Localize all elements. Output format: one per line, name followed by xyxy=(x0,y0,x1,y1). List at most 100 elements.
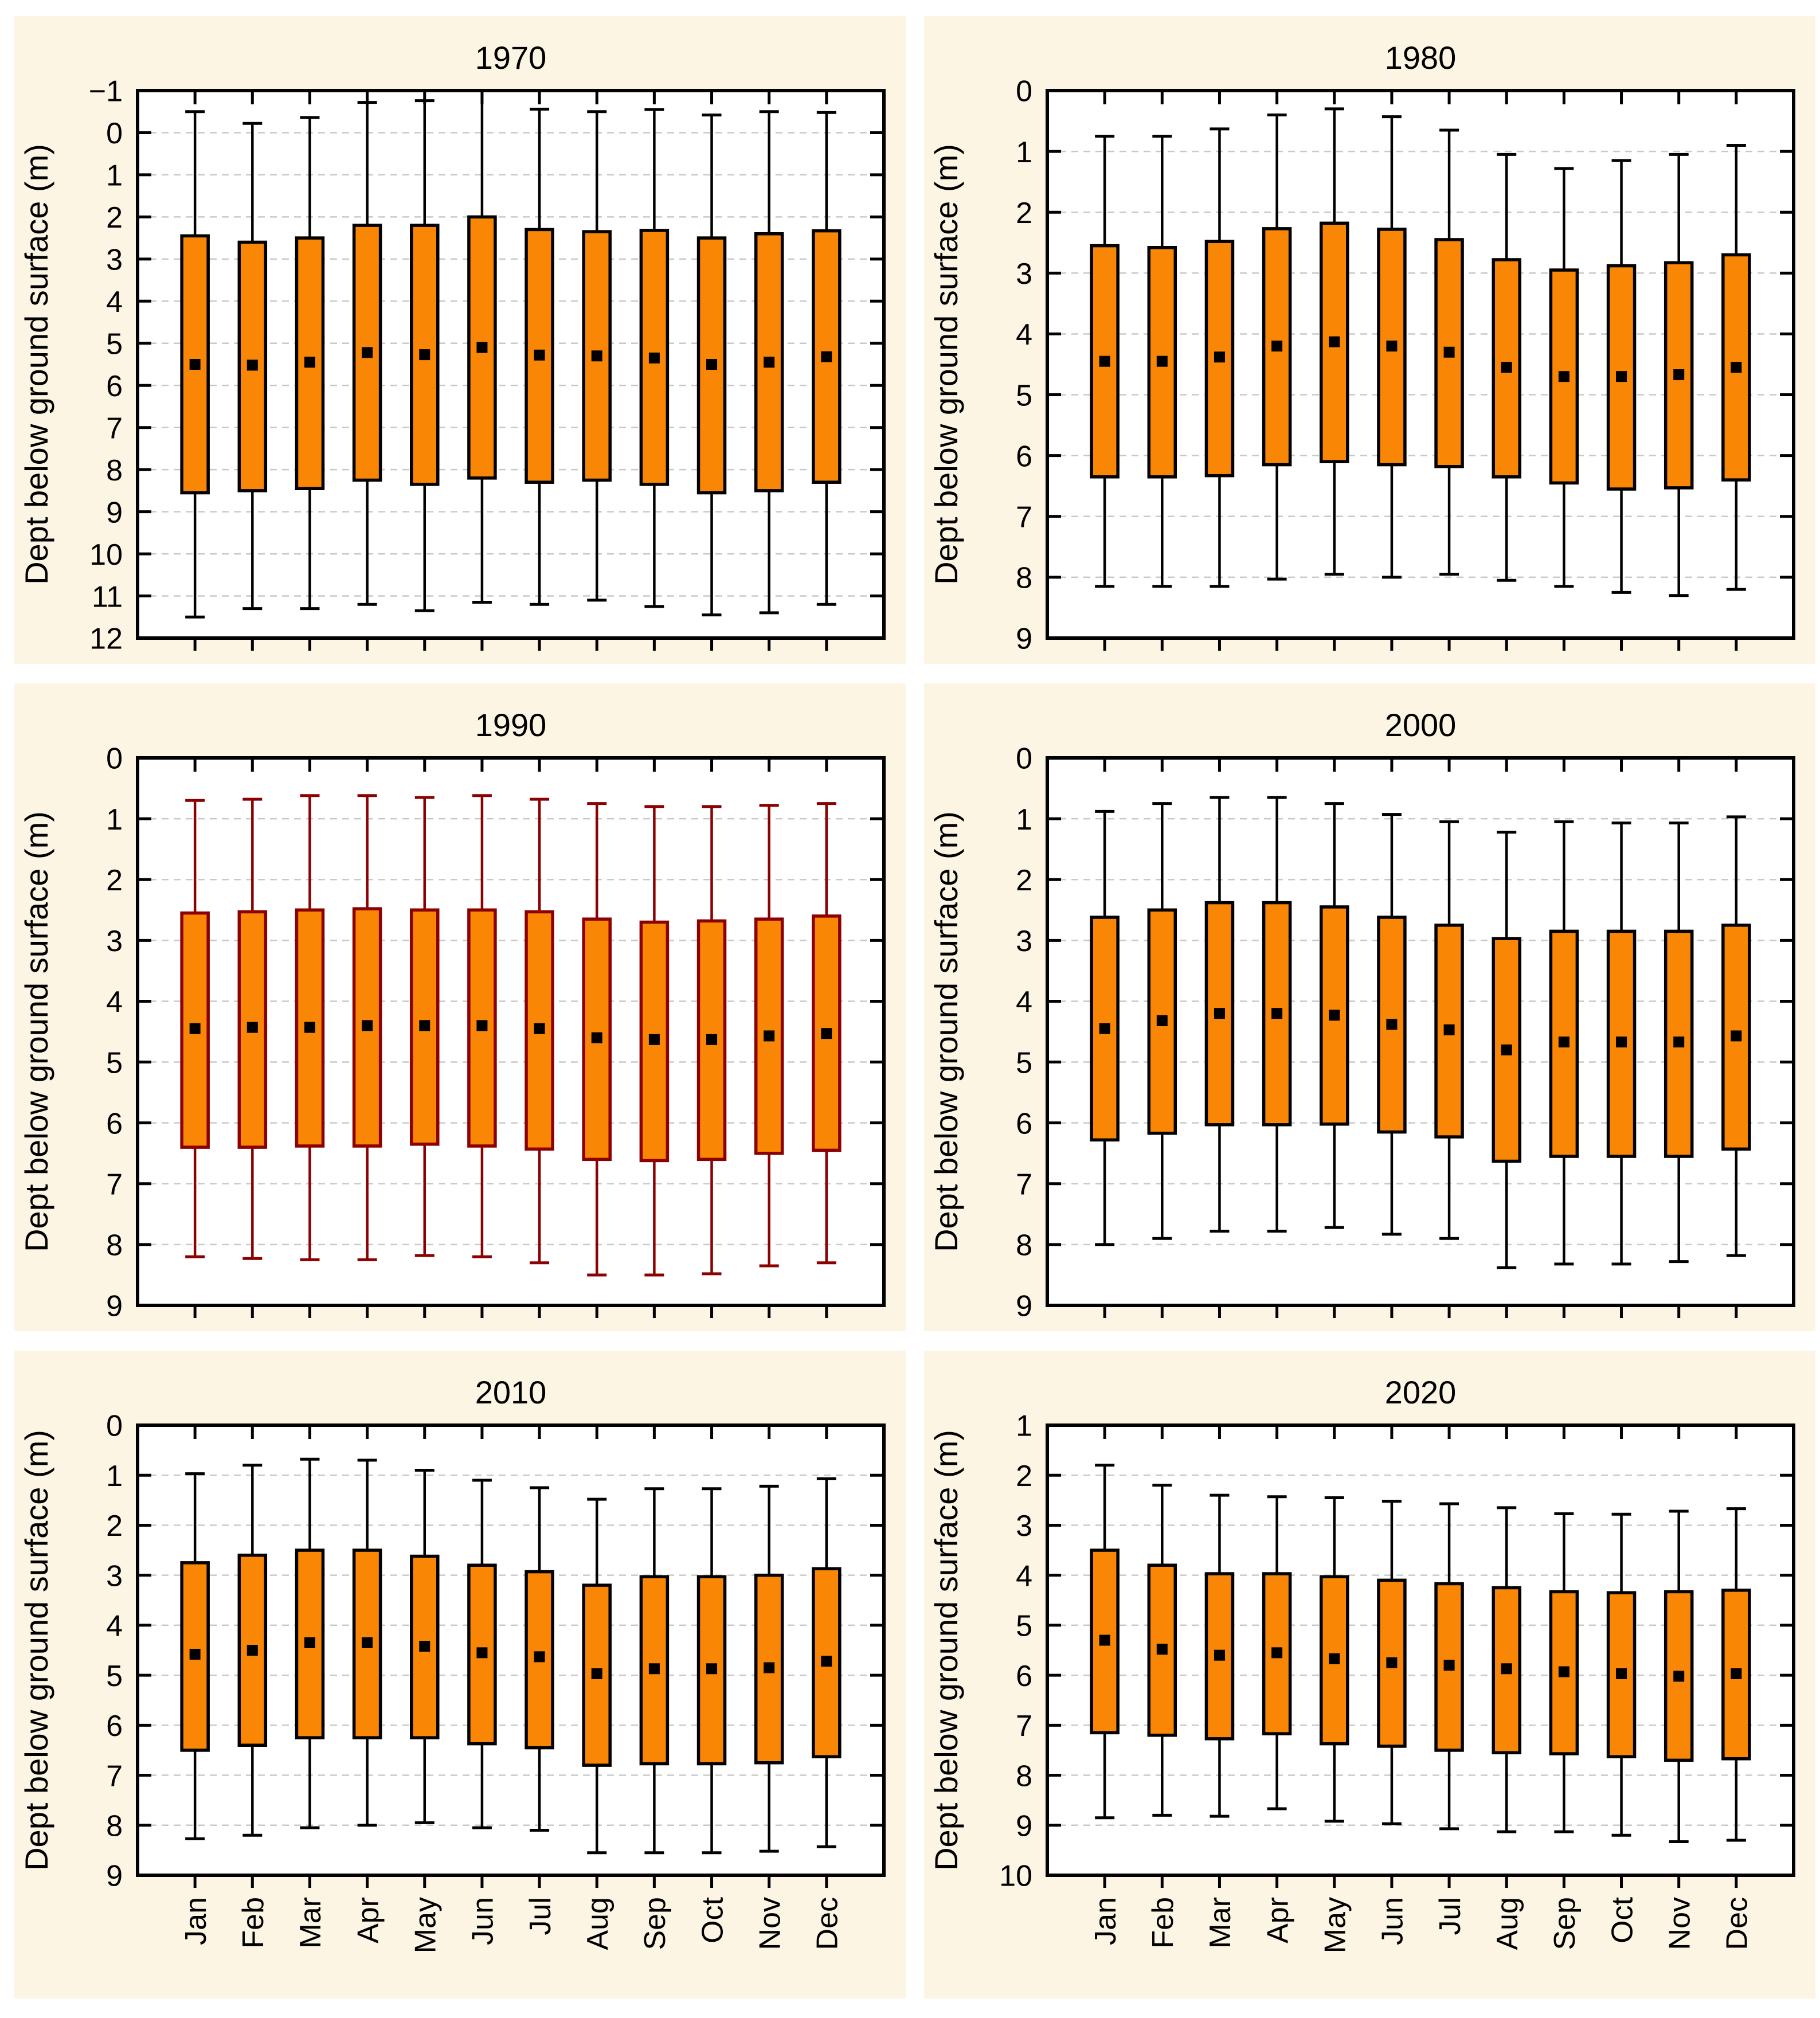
y-tick-label: 2 xyxy=(1016,864,1032,897)
axis-frame xyxy=(136,89,886,640)
y-tick-label: 7 xyxy=(106,412,123,445)
mean-marker xyxy=(1329,1653,1340,1664)
boxplot-1980-Sep xyxy=(1549,167,1579,588)
y-tick-label: 7 xyxy=(1016,1168,1032,1201)
iqr-box xyxy=(525,1570,554,1750)
boxplot-1970-May xyxy=(410,99,440,612)
boxplot-svg-2010: 2010 Dept below ground surface (m) 0 1 2 3 4 5 6… xyxy=(14,1351,906,1999)
boxplot-1980-Dec xyxy=(1721,144,1751,591)
axis-frame xyxy=(1046,89,1795,640)
mean-marker xyxy=(1731,362,1742,373)
y-tick-label: 3 xyxy=(1016,257,1032,291)
mean-marker xyxy=(1099,355,1110,367)
panel-1990: 1990 Dept below ground surface (m) 0 1 2 3 4 5 6… xyxy=(14,683,906,1331)
boxplot-2010-Nov xyxy=(754,1484,784,1853)
y-axis-label: Dept below ground surface (m) xyxy=(928,144,964,585)
y-tick-label: 8 xyxy=(1016,1229,1032,1262)
mean-marker xyxy=(1271,1647,1283,1659)
boxplot-2010-May xyxy=(410,1469,440,1824)
iqr-box xyxy=(410,908,440,1146)
mean-marker xyxy=(246,359,258,371)
boxplot-1990-Dec xyxy=(812,802,841,1265)
mean-marker xyxy=(362,347,373,358)
panel-2000: 2000 Dept below ground surface (m) 0 1 2 3 4 5 6… xyxy=(924,683,1815,1331)
y-tick-label: 4 xyxy=(106,286,123,319)
boxplot-2020-Oct xyxy=(1606,1512,1637,1837)
boxplot-1970-Oct xyxy=(696,114,727,617)
y-tick-label: 9 xyxy=(106,496,123,529)
panel-1980: 1980 Dept below ground surface (m) 0 1 2 3 4 5 6… xyxy=(924,16,1815,664)
mean-marker xyxy=(1673,1671,1685,1682)
mean-marker xyxy=(1386,341,1398,352)
panel-title: 2000 xyxy=(1385,707,1457,743)
iqr-box xyxy=(639,229,670,486)
y-tick-label: 2 xyxy=(1016,197,1032,230)
y-axis-label: Dept below ground surface (m) xyxy=(18,811,54,1252)
y-tick-label: 6 xyxy=(106,370,123,403)
x-tick-label-sep: Sep xyxy=(639,1897,672,1950)
boxplot-1970-Jun xyxy=(467,89,497,604)
iqr-box xyxy=(1377,916,1407,1134)
mean-marker xyxy=(1673,1037,1685,1048)
y-tick-label: 9 xyxy=(106,1860,123,1893)
x-tick-label-jul: Jul xyxy=(524,1897,557,1935)
x-tick-label-jan: Jan xyxy=(1089,1897,1122,1945)
mean-marker xyxy=(706,1663,718,1675)
x-tick-label-aug: Aug xyxy=(581,1897,615,1950)
panel-2020: 2020 Dept below ground surface (m) 1 2 3 4 5 6 7… xyxy=(924,1351,1815,1999)
x-tick-label-apr: Apr xyxy=(1261,1897,1294,1943)
boxplot-1980-May xyxy=(1320,107,1349,576)
x-tick-label-jun: Jun xyxy=(1376,1897,1410,1945)
boxplot-svg-1980: 1980 Dept below ground surface (m) 0 1 2 3 4 5 6… xyxy=(924,16,1815,664)
x-tick-label-feb: Feb xyxy=(237,1897,270,1949)
y-tick-label: 5 xyxy=(1016,1046,1032,1080)
boxplot-1990-Sep xyxy=(639,805,670,1277)
y-tick-label: 6 xyxy=(1016,440,1032,473)
panel-title: 2010 xyxy=(475,1374,547,1410)
boxplot-2000-Oct xyxy=(1606,822,1637,1266)
mean-marker xyxy=(706,1034,718,1045)
y-tick-label: 7 xyxy=(106,1168,123,1201)
mean-marker xyxy=(648,352,660,363)
mean-marker xyxy=(1558,1666,1569,1677)
boxplot-2010-Oct xyxy=(696,1487,727,1855)
mean-marker xyxy=(419,1641,430,1652)
y-tick-label: 5 xyxy=(1016,379,1032,412)
boxplot-1970-Apr xyxy=(352,101,382,606)
panel-title: 1970 xyxy=(475,40,547,76)
y-tick-label: 1 xyxy=(106,159,123,193)
x-tick-label-oct: Oct xyxy=(696,1896,729,1943)
mean-marker xyxy=(1214,1649,1225,1661)
boxplot-2010-Mar xyxy=(295,1457,325,1829)
x-tick-label-may: May xyxy=(409,1897,442,1953)
mean-marker xyxy=(246,1022,258,1033)
x-tick-label-jun: Jun xyxy=(467,1897,500,1945)
x-tick-label-sep: Sep xyxy=(1548,1897,1582,1950)
boxplot-2010-Jul xyxy=(525,1486,554,1832)
mean-marker xyxy=(304,1637,315,1648)
mean-marker xyxy=(764,1030,775,1042)
y-tick-label: 7 xyxy=(1016,1710,1032,1743)
mean-marker xyxy=(246,1645,258,1656)
mean-marker xyxy=(821,1656,832,1667)
boxplot-2000-Apr xyxy=(1262,796,1292,1233)
boxplot-2020-May xyxy=(1320,1496,1349,1823)
mean-marker xyxy=(821,351,832,362)
y-tick-label: 1 xyxy=(106,803,123,836)
y-tick-label: 3 xyxy=(1016,1509,1032,1543)
mean-marker xyxy=(1501,362,1512,373)
mean-marker xyxy=(1386,1657,1398,1668)
boxplot-2010-Apr xyxy=(352,1458,382,1827)
y-tick-label: 5 xyxy=(106,1660,123,1693)
mean-marker xyxy=(1214,351,1225,363)
boxplot-1990-Jun xyxy=(467,794,497,1258)
boxplot-1990-Jan xyxy=(180,799,210,1258)
boxplot-1990-Aug xyxy=(582,802,612,1277)
mean-marker xyxy=(1558,371,1569,382)
mean-marker xyxy=(362,1020,373,1031)
boxplot-2020-Dec xyxy=(1721,1507,1751,1842)
boxplot-2000-Sep xyxy=(1549,820,1579,1266)
iqr-box xyxy=(295,1548,325,1739)
mean-marker xyxy=(534,1651,545,1663)
y-tick-label: 2 xyxy=(1016,1460,1032,1493)
